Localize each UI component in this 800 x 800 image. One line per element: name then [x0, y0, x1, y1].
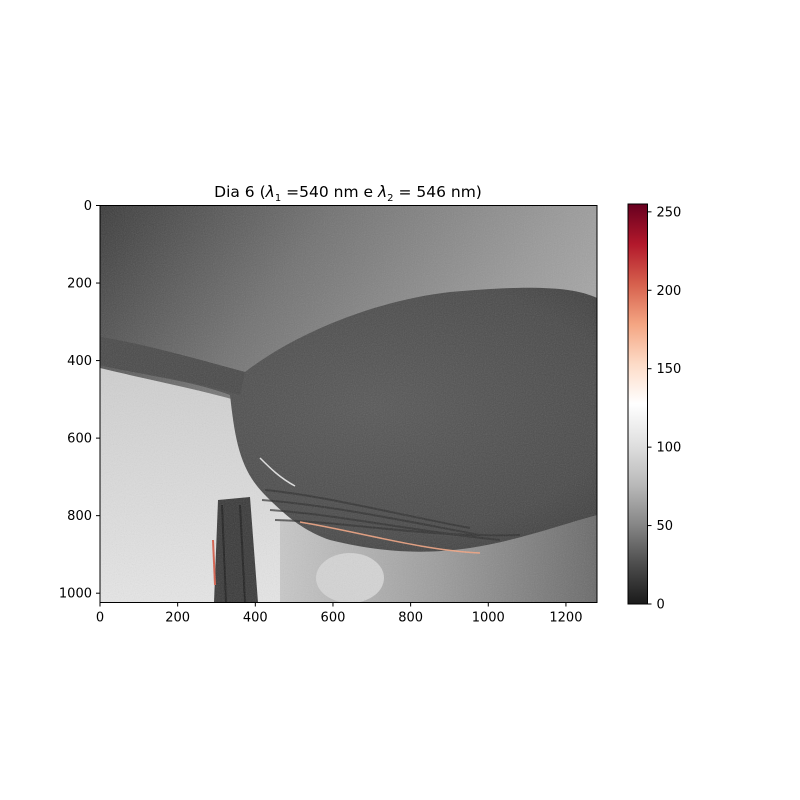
colorbar-tick-label: 100: [657, 441, 682, 456]
plot-frame: [99, 205, 598, 603]
title-sub-2: 2: [387, 193, 393, 204]
title-lambda-1: λ: [265, 183, 275, 201]
y-tick-label: 800: [67, 509, 92, 524]
x-tick-label: 0: [96, 611, 104, 626]
y-tick-label: 600: [67, 432, 92, 447]
title-lambda-2: λ: [377, 183, 387, 201]
title-mid: =540 nm e: [281, 183, 378, 201]
x-tick-label: 200: [165, 611, 190, 626]
y-axis-ticks: 0 200 400 600 800 1000: [59, 199, 100, 602]
y-tick-label: 200: [67, 277, 92, 292]
title-prefix: Dia 6 (: [214, 183, 266, 201]
x-tick-label: 800: [398, 611, 423, 626]
colorbar-gradient: [628, 204, 648, 604]
y-tick-label: 0: [84, 199, 92, 214]
y-tick-label: 1000: [59, 587, 92, 602]
x-tick-label: 400: [243, 611, 268, 626]
colorbar-tick-label: 200: [657, 284, 682, 299]
colorbar-tick-label: 150: [657, 362, 682, 377]
title-suffix: = 546 nm): [394, 183, 482, 201]
colorbar: 0 50 100 150 200 250: [627, 203, 682, 613]
title-sub-1: 1: [275, 193, 281, 204]
colorbar-frame: [627, 203, 648, 605]
colorbar-tick-label: 250: [657, 205, 682, 220]
x-axis-ticks: 0 200 400 600 800 1000 1200: [96, 602, 582, 626]
colorbar-tick-label: 0: [657, 598, 665, 613]
y-tick-label: 400: [67, 354, 92, 369]
colorbar-tick-label: 50: [657, 519, 674, 534]
colorbar-ticks: 0 50 100 150 200 250: [647, 205, 682, 613]
heatmap-image: [100, 205, 597, 603]
chart-title: Dia 6 (λ1 =540 nm e λ2 = 546 nm): [214, 183, 482, 204]
x-tick-label: 600: [321, 611, 346, 626]
x-tick-label: 1200: [549, 611, 582, 626]
x-tick-label: 1000: [472, 611, 505, 626]
